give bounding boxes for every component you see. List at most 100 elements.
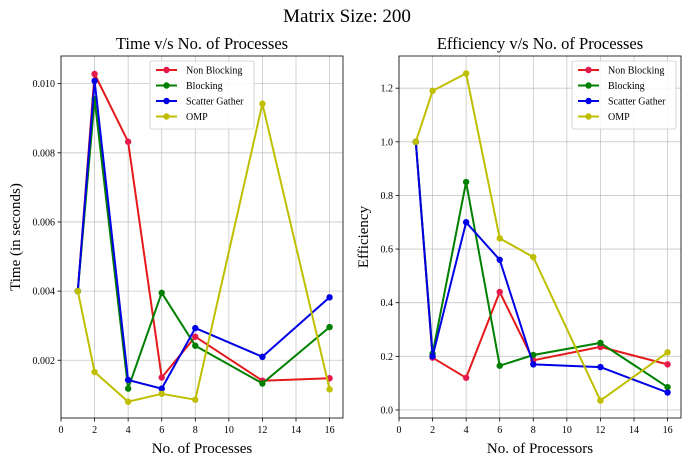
x-tick-label: 8 [531,425,536,436]
chart-right: 0 2 4 6 8 10 12 14 16 0.0 0.2 0.4 0.6 0.8 1.0 1.2 Effici… [356,34,682,457]
x-tick-label: 14 [291,425,301,436]
data-point [326,294,333,301]
data-point [664,349,671,356]
legend-marker [163,66,170,74]
legend: Non Blocking Blocking Scatter Gather OMP [571,60,677,130]
data-point [462,70,470,77]
y-axis-label: Time (in seconds) [8,183,24,291]
legend-label: Blocking [608,81,645,92]
legend-item: Non Blocking [156,66,242,77]
chart-left: 0 2 4 6 8 10 12 14 16 0.002 0.004 0.006 0.008 0.010 Ti… [8,34,344,457]
legend: Non Blocking Blocking Scatter Gather OMP [149,60,255,130]
data-point [429,87,436,95]
data-point [597,339,604,347]
figure-suptitle: Matrix Size: 200 [283,6,411,27]
legend-marker [163,113,170,120]
legend-item: OMP [156,112,208,123]
data-point [496,362,503,369]
data-point [462,374,470,381]
axes-frame [60,55,344,419]
legend-label: OMP [608,112,630,123]
data-point [597,363,604,371]
data-point [192,396,199,403]
y-tick-label: 0.006 [33,217,56,228]
data-point [664,383,671,391]
data-point [496,288,503,296]
series-omp [74,100,333,405]
legend-marker [585,97,592,105]
data-point [259,380,266,387]
data-point [597,397,604,404]
data-point [496,256,503,263]
data-point [192,333,199,340]
series-line [76,98,331,390]
x-tick-label: 2 [92,425,97,436]
legend-label: Scatter Gather [608,97,666,108]
x-tick-label: 8 [193,425,198,436]
legend-item: Blocking [156,81,223,92]
data-point [664,389,671,396]
x-tick-label: 6 [497,425,502,436]
y-tick-label: 0.2 [381,352,394,363]
data-point [530,253,537,261]
data-point [124,398,132,405]
x-tick-label: 12 [257,425,267,436]
x-tick-label: 10 [562,425,572,436]
legend-label: OMP [186,112,208,123]
legend-marker [585,82,592,89]
data-point [326,386,333,393]
chart-title: Efficiency v/s No. of Processes [437,34,643,53]
y-tick-label: 1.2 [381,84,394,95]
data-point [664,361,671,368]
y-tick-label: 0.010 [33,79,56,90]
legend-marker [585,113,592,120]
y-axis-label: Efficiency [356,205,372,268]
data-point [326,323,333,331]
legend-item: Scatter Gather [578,97,666,108]
data-point [124,376,132,384]
x-tick-label: 12 [595,425,605,436]
data-point [530,361,537,368]
x-tick-label: 0 [397,425,402,436]
legend-item: OMP [578,112,630,123]
data-point [496,235,503,242]
x-tick-label: 6 [159,425,164,436]
x-tick-label: 4 [126,425,131,436]
legend-marker [163,82,170,89]
data-point [158,289,165,297]
data-point [91,77,98,85]
x-tick-label: 16 [325,425,335,436]
data-point [429,353,436,360]
legend-item: Non Blocking [578,66,664,77]
legend-item: Blocking [578,81,645,92]
series-line [414,141,669,389]
data-point [158,390,165,397]
data-point [74,287,81,295]
legend-label: Blocking [186,81,223,92]
data-point [192,324,199,332]
series-line [76,102,331,403]
legend-label: Scatter Gather [186,97,244,108]
y-tick-label: 0.0 [381,405,394,416]
y-tick-label: 0.004 [33,287,56,298]
series-blocking [412,138,671,391]
legend-box [571,60,677,130]
legend-marker [585,66,592,74]
data-point [412,138,419,146]
y-tick-label: 0.6 [381,245,394,256]
data-point [192,342,199,349]
data-point [158,374,165,381]
y-tick-label: 0.8 [381,191,394,202]
chart-title: Time v/s No. of Processes [116,34,288,53]
legend-box [149,60,255,130]
x-tick-label: 4 [464,425,469,436]
y-tick-label: 0.008 [33,148,56,159]
x-axis-label: No. of Processes [152,441,253,457]
data-point [124,138,132,145]
y-tick-label: 0.002 [33,356,56,367]
data-point [91,70,98,78]
data-point [462,178,470,186]
data-point [158,385,165,392]
series-omp [412,70,671,404]
axes-frame [398,55,682,419]
